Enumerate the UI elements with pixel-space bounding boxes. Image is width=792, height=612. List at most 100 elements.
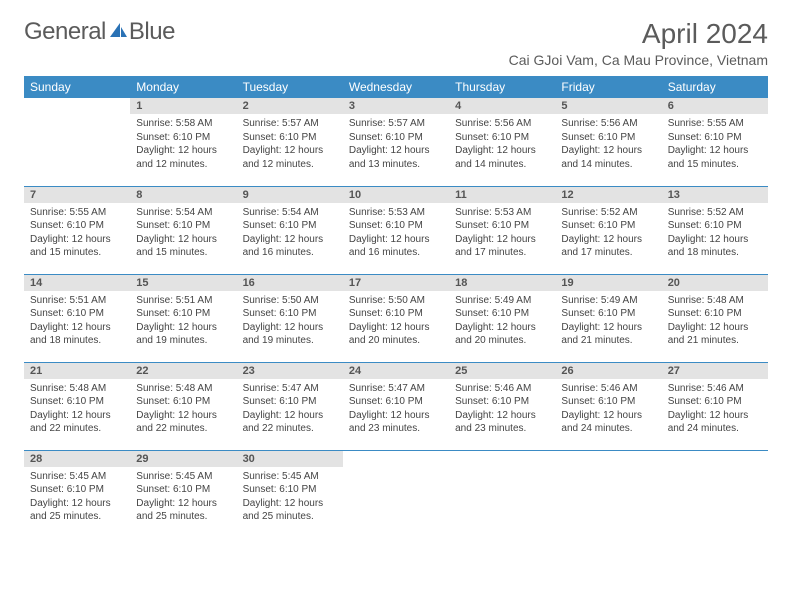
day-number: 7 <box>24 187 130 203</box>
week-row: 21Sunrise: 5:48 AMSunset: 6:10 PMDayligh… <box>24 362 768 450</box>
day-header-row: SundayMondayTuesdayWednesdayThursdayFrid… <box>24 76 768 98</box>
day-number: 9 <box>237 187 343 203</box>
day-content: Sunrise: 5:46 AMSunset: 6:10 PMDaylight:… <box>449 379 555 442</box>
day-number: 29 <box>130 451 236 467</box>
day-cell: 19Sunrise: 5:49 AMSunset: 6:10 PMDayligh… <box>555 274 661 362</box>
day-content: Sunrise: 5:53 AMSunset: 6:10 PMDaylight:… <box>449 203 555 266</box>
logo-sail-icon <box>108 18 128 46</box>
day-content: Sunrise: 5:45 AMSunset: 6:10 PMDaylight:… <box>130 467 236 530</box>
calendar-table: SundayMondayTuesdayWednesdayThursdayFrid… <box>24 76 768 538</box>
day-number: 25 <box>449 363 555 379</box>
day-content: Sunrise: 5:45 AMSunset: 6:10 PMDaylight:… <box>237 467 343 530</box>
day-header: Monday <box>130 76 236 98</box>
day-number: 6 <box>662 98 768 114</box>
day-content: Sunrise: 5:50 AMSunset: 6:10 PMDaylight:… <box>343 291 449 354</box>
day-number: 23 <box>237 363 343 379</box>
week-row: 7Sunrise: 5:55 AMSunset: 6:10 PMDaylight… <box>24 186 768 274</box>
day-number: 5 <box>555 98 661 114</box>
day-number: 3 <box>343 98 449 114</box>
empty-cell <box>555 450 661 538</box>
empty-cell <box>662 450 768 538</box>
day-number: 12 <box>555 187 661 203</box>
week-row: 1Sunrise: 5:58 AMSunset: 6:10 PMDaylight… <box>24 98 768 186</box>
month-title: April 2024 <box>509 18 768 50</box>
day-content: Sunrise: 5:56 AMSunset: 6:10 PMDaylight:… <box>449 114 555 177</box>
empty-cell <box>24 98 130 186</box>
day-cell: 23Sunrise: 5:47 AMSunset: 6:10 PMDayligh… <box>237 362 343 450</box>
day-cell: 27Sunrise: 5:46 AMSunset: 6:10 PMDayligh… <box>662 362 768 450</box>
day-cell: 20Sunrise: 5:48 AMSunset: 6:10 PMDayligh… <box>662 274 768 362</box>
logo: General Blue <box>24 18 175 46</box>
day-number: 30 <box>237 451 343 467</box>
page-header: General Blue April 2024 Cai GJoi Vam, Ca… <box>24 18 768 68</box>
day-content: Sunrise: 5:49 AMSunset: 6:10 PMDaylight:… <box>449 291 555 354</box>
day-number: 26 <box>555 363 661 379</box>
day-content: Sunrise: 5:48 AMSunset: 6:10 PMDaylight:… <box>24 379 130 442</box>
week-row: 14Sunrise: 5:51 AMSunset: 6:10 PMDayligh… <box>24 274 768 362</box>
empty-cell <box>449 450 555 538</box>
day-cell: 18Sunrise: 5:49 AMSunset: 6:10 PMDayligh… <box>449 274 555 362</box>
empty-cell <box>343 450 449 538</box>
day-content: Sunrise: 5:51 AMSunset: 6:10 PMDaylight:… <box>130 291 236 354</box>
day-content: Sunrise: 5:51 AMSunset: 6:10 PMDaylight:… <box>24 291 130 354</box>
day-cell: 22Sunrise: 5:48 AMSunset: 6:10 PMDayligh… <box>130 362 236 450</box>
day-number: 13 <box>662 187 768 203</box>
day-number: 19 <box>555 275 661 291</box>
day-content: Sunrise: 5:52 AMSunset: 6:10 PMDaylight:… <box>662 203 768 266</box>
day-header: Saturday <box>662 76 768 98</box>
week-row: 28Sunrise: 5:45 AMSunset: 6:10 PMDayligh… <box>24 450 768 538</box>
day-number: 4 <box>449 98 555 114</box>
day-content: Sunrise: 5:48 AMSunset: 6:10 PMDaylight:… <box>662 291 768 354</box>
day-cell: 11Sunrise: 5:53 AMSunset: 6:10 PMDayligh… <box>449 186 555 274</box>
day-cell: 17Sunrise: 5:50 AMSunset: 6:10 PMDayligh… <box>343 274 449 362</box>
day-content: Sunrise: 5:45 AMSunset: 6:10 PMDaylight:… <box>24 467 130 530</box>
day-cell: 10Sunrise: 5:53 AMSunset: 6:10 PMDayligh… <box>343 186 449 274</box>
day-content: Sunrise: 5:48 AMSunset: 6:10 PMDaylight:… <box>130 379 236 442</box>
day-cell: 2Sunrise: 5:57 AMSunset: 6:10 PMDaylight… <box>237 98 343 186</box>
day-cell: 13Sunrise: 5:52 AMSunset: 6:10 PMDayligh… <box>662 186 768 274</box>
day-content: Sunrise: 5:46 AMSunset: 6:10 PMDaylight:… <box>662 379 768 442</box>
day-cell: 1Sunrise: 5:58 AMSunset: 6:10 PMDaylight… <box>130 98 236 186</box>
day-cell: 29Sunrise: 5:45 AMSunset: 6:10 PMDayligh… <box>130 450 236 538</box>
day-cell: 5Sunrise: 5:56 AMSunset: 6:10 PMDaylight… <box>555 98 661 186</box>
day-header: Friday <box>555 76 661 98</box>
day-number: 17 <box>343 275 449 291</box>
calendar-body: 1Sunrise: 5:58 AMSunset: 6:10 PMDaylight… <box>24 98 768 538</box>
day-cell: 16Sunrise: 5:50 AMSunset: 6:10 PMDayligh… <box>237 274 343 362</box>
day-number: 22 <box>130 363 236 379</box>
day-content: Sunrise: 5:47 AMSunset: 6:10 PMDaylight:… <box>343 379 449 442</box>
location-label: Cai GJoi Vam, Ca Mau Province, Vietnam <box>509 52 768 68</box>
day-header: Tuesday <box>237 76 343 98</box>
day-cell: 30Sunrise: 5:45 AMSunset: 6:10 PMDayligh… <box>237 450 343 538</box>
day-content: Sunrise: 5:54 AMSunset: 6:10 PMDaylight:… <box>130 203 236 266</box>
day-content: Sunrise: 5:52 AMSunset: 6:10 PMDaylight:… <box>555 203 661 266</box>
header-right: April 2024 Cai GJoi Vam, Ca Mau Province… <box>509 18 768 68</box>
day-content: Sunrise: 5:58 AMSunset: 6:10 PMDaylight:… <box>130 114 236 177</box>
day-content: Sunrise: 5:55 AMSunset: 6:10 PMDaylight:… <box>24 203 130 266</box>
day-number: 18 <box>449 275 555 291</box>
day-number: 20 <box>662 275 768 291</box>
day-number: 28 <box>24 451 130 467</box>
day-cell: 28Sunrise: 5:45 AMSunset: 6:10 PMDayligh… <box>24 450 130 538</box>
day-content: Sunrise: 5:49 AMSunset: 6:10 PMDaylight:… <box>555 291 661 354</box>
day-number: 21 <box>24 363 130 379</box>
day-number: 8 <box>130 187 236 203</box>
day-cell: 14Sunrise: 5:51 AMSunset: 6:10 PMDayligh… <box>24 274 130 362</box>
day-content: Sunrise: 5:53 AMSunset: 6:10 PMDaylight:… <box>343 203 449 266</box>
day-content: Sunrise: 5:54 AMSunset: 6:10 PMDaylight:… <box>237 203 343 266</box>
day-content: Sunrise: 5:47 AMSunset: 6:10 PMDaylight:… <box>237 379 343 442</box>
day-cell: 15Sunrise: 5:51 AMSunset: 6:10 PMDayligh… <box>130 274 236 362</box>
day-cell: 25Sunrise: 5:46 AMSunset: 6:10 PMDayligh… <box>449 362 555 450</box>
day-cell: 4Sunrise: 5:56 AMSunset: 6:10 PMDaylight… <box>449 98 555 186</box>
day-number: 2 <box>237 98 343 114</box>
day-number: 14 <box>24 275 130 291</box>
day-number: 15 <box>130 275 236 291</box>
day-number: 27 <box>662 363 768 379</box>
day-cell: 6Sunrise: 5:55 AMSunset: 6:10 PMDaylight… <box>662 98 768 186</box>
day-cell: 26Sunrise: 5:46 AMSunset: 6:10 PMDayligh… <box>555 362 661 450</box>
day-header: Sunday <box>24 76 130 98</box>
day-cell: 21Sunrise: 5:48 AMSunset: 6:10 PMDayligh… <box>24 362 130 450</box>
day-number: 24 <box>343 363 449 379</box>
day-number: 11 <box>449 187 555 203</box>
day-cell: 3Sunrise: 5:57 AMSunset: 6:10 PMDaylight… <box>343 98 449 186</box>
